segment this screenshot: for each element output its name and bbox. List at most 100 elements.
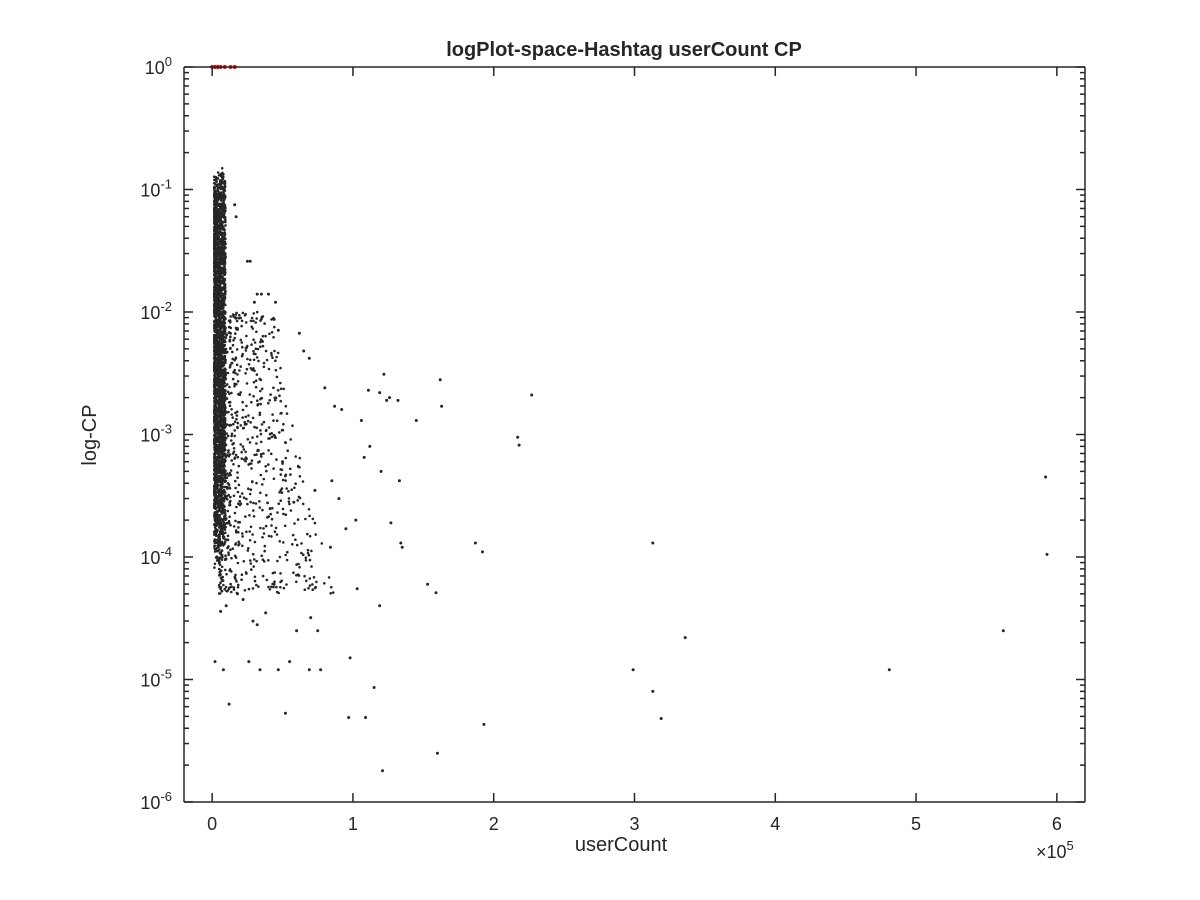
data-point [234,317,238,320]
data-point [260,554,264,558]
data-point [378,604,382,608]
data-point [214,470,217,473]
data-point [224,531,227,535]
data-point [1044,475,1048,479]
data-point [236,421,240,425]
data-point [251,327,255,330]
data-point [887,668,891,672]
data-point [258,411,262,415]
data-point [216,368,219,372]
data-point [213,404,216,407]
data-point [218,452,221,456]
data-point [214,306,217,309]
data-point [225,397,229,400]
data-point [364,716,368,719]
data-point [250,316,254,320]
data-point [213,365,217,368]
data-point [255,453,258,456]
data-point [217,544,221,548]
data-point [225,572,228,576]
data-point [307,668,311,672]
data-point [289,438,293,441]
data-point [222,500,226,503]
data-point [297,562,300,566]
data-point [241,416,244,419]
data-point [329,592,333,595]
data-point [219,301,222,305]
data-point [286,550,289,554]
data-point [270,351,273,355]
data-point [221,297,225,300]
data-point [378,391,382,395]
data-point [219,521,223,525]
data-point [279,381,282,385]
data-point [302,553,305,556]
data-point [217,239,221,243]
data-point [222,507,225,511]
data-point [218,367,221,370]
data-point [262,527,265,530]
data-point [235,505,238,509]
data-point [298,465,301,469]
data-point [237,316,241,320]
data-point [235,319,239,323]
data-point [303,574,306,578]
y-tick-label: 10-6 [140,789,172,813]
data-point [275,585,278,589]
data-point [215,214,218,217]
data-point [218,515,221,519]
data-point [270,524,273,527]
data-point [223,418,226,421]
data-point [631,668,635,672]
data-point [313,521,317,525]
data-point [235,348,239,351]
data-point [219,251,223,254]
data-point [281,460,284,464]
data-point [255,373,259,376]
data-point [244,312,247,316]
data-point [251,416,255,420]
data-point [238,499,241,503]
data-point [241,345,244,349]
data-point [220,308,224,311]
data-point [224,340,227,344]
x-tick-label: 2 [489,814,499,834]
data-point [219,320,222,323]
data-point [224,347,228,351]
data-point [224,317,227,321]
data-point [213,225,217,229]
data-point [220,425,224,429]
data-point [219,381,222,385]
data-point [215,511,219,514]
data-point [239,338,243,342]
data-point [268,437,271,440]
data-point [347,716,351,719]
data-point [225,423,229,426]
data-point [213,186,216,190]
data-point [259,389,262,393]
data-point [220,553,223,556]
data-point [301,502,305,506]
data-point [264,611,268,615]
data-point [214,316,218,320]
data-point [323,582,326,585]
data-point [261,508,264,512]
data-point [218,539,222,543]
data-point [234,486,237,490]
data-point [310,549,313,553]
data-point [216,382,219,385]
data-point [293,486,296,490]
data-point [215,373,219,376]
data-point [236,585,240,589]
y-tick-label: 10-3 [140,422,172,446]
data-point [248,358,252,362]
data-point [337,497,341,501]
data-point [233,368,236,372]
data-point [241,544,244,548]
data-point [246,502,249,506]
data-point [217,283,220,287]
data-point [215,411,218,415]
data-point [217,523,221,526]
data-point [226,482,230,485]
data-point [282,387,286,391]
